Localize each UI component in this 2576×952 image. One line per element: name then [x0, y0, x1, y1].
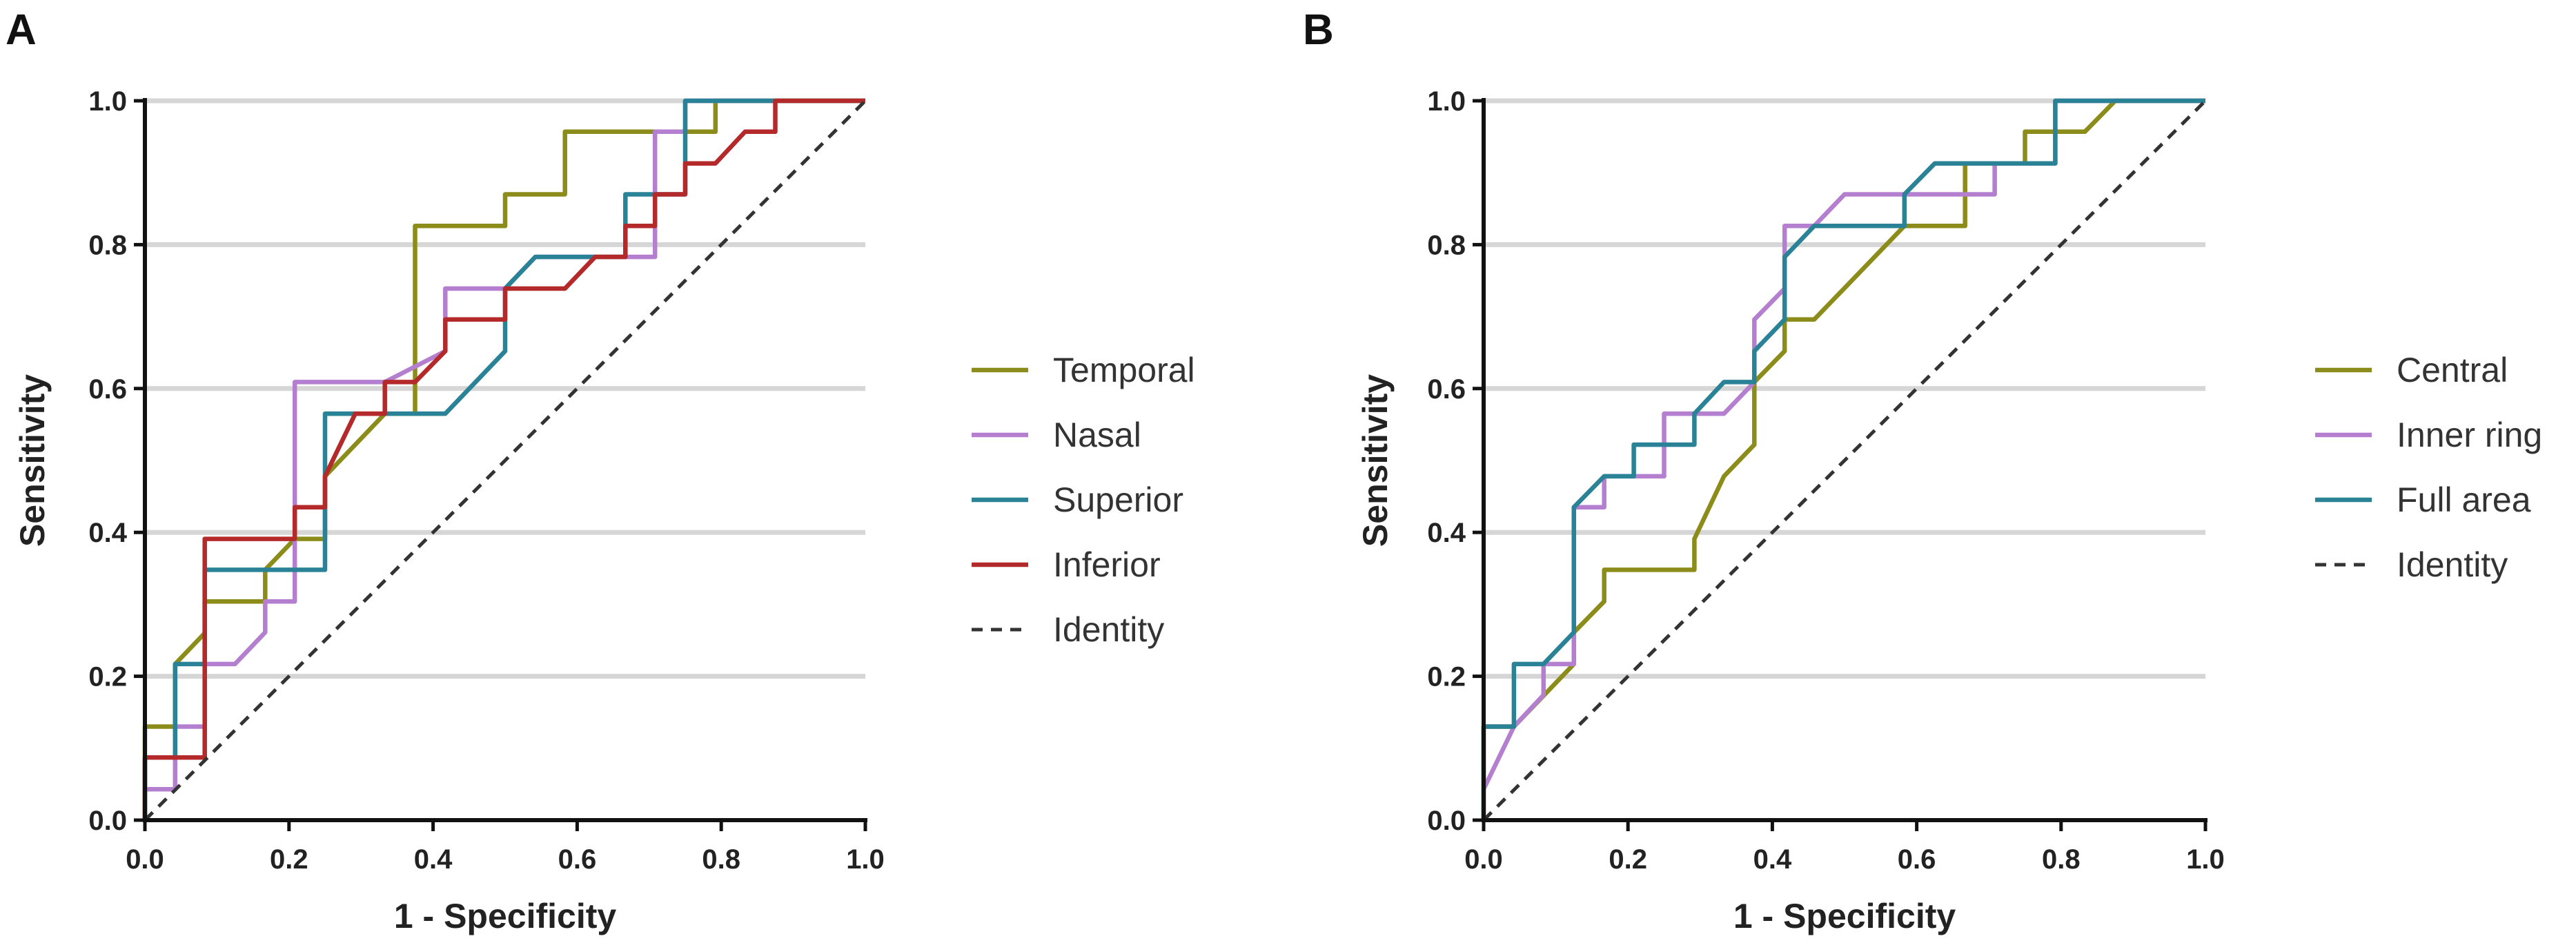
x-tick-label: 0.0 [1464, 844, 1503, 875]
legend-item: Temporal [972, 351, 1195, 389]
x-tick-label: 0.4 [1753, 844, 1792, 875]
y-tick-label: 0.4 [1427, 518, 1466, 548]
x-tick-label: 0.6 [1898, 844, 1936, 875]
x-tick-label: 0.6 [558, 844, 597, 875]
roc-curve-identity [1482, 99, 2207, 822]
roc-curve-identity [144, 99, 867, 822]
y-axis-title: Sensitivity [1356, 374, 1395, 547]
legend-label: Temporal [1053, 351, 1195, 389]
y-tick-label: 0.2 [88, 662, 127, 692]
legend-label: Identity [1053, 610, 1164, 649]
y-tick-label: 0.0 [1427, 806, 1466, 836]
legend-label: Superior [1053, 480, 1183, 519]
legend-label: Identity [2397, 545, 2508, 584]
x-axis-title: 1 - Specificity [1733, 897, 1956, 935]
legend-label: Inner ring [2397, 416, 2542, 454]
x-tick-label: 0.2 [270, 844, 308, 875]
y-tick-label: 0.2 [1427, 662, 1466, 692]
roc-curve-inner-ring [1482, 98, 2205, 790]
legend-item: Nasal [972, 416, 1141, 454]
roc-curve-superior [142, 98, 865, 820]
x-tick-label: 0.8 [2042, 844, 2081, 875]
x-tick-label: 1.0 [846, 844, 885, 875]
y-tick-label: 0.6 [1427, 374, 1466, 405]
legend-label: Nasal [1053, 416, 1141, 454]
legend-item: Identity [972, 610, 1164, 649]
legend-item: Full area [2315, 480, 2531, 519]
roc-curve-full-area [1481, 98, 2205, 820]
x-tick-label: 0.2 [1609, 844, 1647, 875]
x-tick-label: 1.0 [2186, 844, 2225, 875]
legend-item: Inner ring [2315, 416, 2542, 454]
y-tick-label: 0.6 [88, 374, 127, 405]
y-tick-label: 1.0 [88, 86, 127, 117]
y-tick-label: 0.4 [88, 518, 127, 548]
roc-curve-inferior [142, 98, 865, 820]
y-tick-label: 1.0 [1427, 86, 1466, 117]
panel-b: B 0.0 0.2 0.4 0.6 0.8 1.0 0.0 0.2 0.4 0.6 0.8 1.0 1 -… [1303, 6, 2542, 935]
panel-letter: B [1303, 6, 1334, 54]
legend-label: Inferior [1053, 545, 1161, 584]
x-tick-label: 0.4 [414, 844, 453, 875]
y-tick-label: 0.8 [1427, 230, 1466, 260]
panel-a: A 0.0 0.2 0.4 0.6 0.8 1.0 0.0 0.2 0.4 0.6 0.8 1.0 1 -… [6, 6, 1195, 935]
x-tick-label: 0.8 [702, 844, 740, 875]
panel-letter: A [6, 6, 37, 54]
legend-item: Identity [2315, 545, 2508, 584]
x-tick-label: 0.0 [126, 844, 164, 875]
legend-item: Superior [972, 480, 1183, 519]
legend-item: Central [2315, 351, 2508, 389]
legend-item: Inferior [972, 545, 1161, 584]
legend-label: Central [2397, 351, 2508, 389]
roc-curve-nasal [142, 98, 865, 820]
y-tick-label: 0.8 [88, 230, 127, 260]
legend-label: Full area [2397, 480, 2531, 519]
y-axis-title: Sensitivity [13, 374, 52, 547]
y-tick-label: 0.0 [88, 806, 127, 836]
x-axis-title: 1 - Specificity [394, 897, 617, 935]
